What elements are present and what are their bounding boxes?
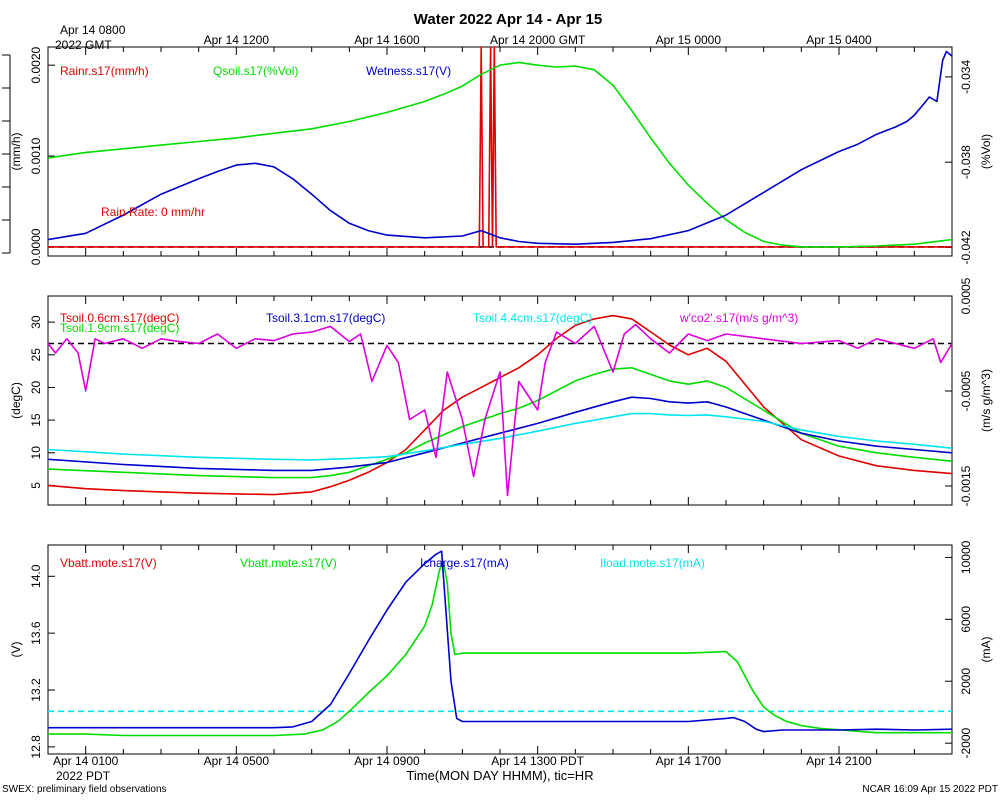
series-line-Tsoil.1.9cm.s17 bbox=[47, 366, 953, 479]
top-tick-label: Apr 14 1600 bbox=[354, 33, 420, 47]
top-tick-label: Apr 14 0800 bbox=[60, 23, 126, 37]
right-tick-label: 2000 bbox=[959, 668, 973, 695]
legend-entry: Tsoil.4.4cm.s17(degC) bbox=[473, 311, 592, 325]
footer-timestamp: NCAR 16:09 Apr 15 2022 PDT bbox=[862, 784, 998, 795]
legend-entry: w'co2'.s17(m/s g/m^3) bbox=[679, 311, 798, 325]
footer-left-note: SWEX: preliminary field observations bbox=[2, 784, 167, 795]
left-tick-label: 0.0020 bbox=[29, 46, 43, 83]
panel-battery-charge-panel: 12.8 13.2 13.6 14.0 (V) -2000 2000 6000 10000 (mA… bbox=[9, 540, 993, 758]
left-tick-label: 0.0000 bbox=[29, 228, 43, 265]
top-gmt-axis: Apr 14 0800 Apr 14 1200 Apr 14 1600 Apr 14 … bbox=[55, 23, 872, 52]
right-tick-label: -0.038 bbox=[959, 145, 973, 179]
series-line-Vbatt.mote.s17 bbox=[48, 561, 952, 737]
bottom-tick-label: Apr 14 0500 bbox=[204, 754, 270, 768]
left-tick-label: 14.0 bbox=[29, 564, 43, 588]
legend-entry: Rainr.s17(mm/h) bbox=[60, 64, 149, 78]
bottom-tick-label: Apr 14 1700 bbox=[656, 754, 722, 768]
left-tick-label: 5 bbox=[29, 482, 43, 489]
panel-rain-soil-moisture-panel: 0.0000 0.0010 0.0020 (mm/h) -0.042 -0.038 -0.0… bbox=[9, 46, 993, 265]
bottom-tick-label: Apr 14 0900 bbox=[354, 754, 420, 768]
top-tick-label: Apr 15 0000 bbox=[656, 33, 722, 47]
left-axis-label: (V) bbox=[9, 642, 23, 658]
figure-title: Water 2022 Apr 14 - Apr 15 bbox=[414, 11, 602, 28]
series-line-Icharge.s17 bbox=[48, 550, 953, 733]
right-axis-label: (m/s g/m^3) bbox=[979, 369, 993, 432]
left-tick-label: 20 bbox=[29, 380, 43, 394]
right-tick-label: 0.0005 bbox=[959, 277, 973, 314]
left-tick-label: 13.6 bbox=[29, 621, 43, 645]
top-tick-label: Apr 14 1200 bbox=[204, 33, 270, 47]
right-tick-label: -2000 bbox=[959, 727, 973, 758]
panel-frame bbox=[47, 295, 953, 506]
series-line-w'co2'.s17 bbox=[47, 323, 953, 497]
series-line-Qsoil.s17 bbox=[47, 61, 953, 248]
legend-entry: Wetness.s17(V) bbox=[366, 64, 451, 78]
left-axis-label: (mm/h) bbox=[9, 133, 23, 171]
bottom-year-label: 2022 PDT bbox=[56, 769, 111, 783]
panel-frame bbox=[47, 544, 953, 755]
bottom-tick-label: Apr 14 2100 bbox=[806, 754, 872, 768]
legend-entry: Qsoil.s17(%Vol) bbox=[213, 64, 298, 78]
series-line-Tsoil.0.6cm.s17 bbox=[47, 314, 953, 496]
right-tick-label: -0.034 bbox=[959, 60, 973, 94]
legend-entry: Vbatt.mote.s17(V) bbox=[60, 556, 157, 570]
panel-soil-temperature-flux-panel: 5 10 15 20 25 30 (degC) 0.0005 -0.0005 -0.0015 (m/… bbox=[9, 277, 993, 506]
bottom-pdt-axis: Apr 14 0100 Apr 14 0500 Apr 14 0900 Apr 14 … bbox=[53, 754, 872, 783]
left-tick-label: 30 bbox=[29, 315, 43, 329]
left-tick-label: 10 bbox=[29, 446, 43, 460]
right-tick-label: 10000 bbox=[959, 540, 973, 574]
legend-entry: Tsoil.1.9cm.s17(degC) bbox=[60, 321, 179, 335]
x-axis-label: Time(MON DAY HHMM), tic=HR bbox=[406, 768, 593, 783]
series-line-Tsoil.3.1cm.s17 bbox=[47, 396, 953, 472]
panels: 0.0000 0.0010 0.0020 (mm/h) -0.042 -0.038 -0.0… bbox=[2, 46, 993, 759]
legend-entry: Vbatt.mote.s17(V) bbox=[240, 556, 337, 570]
left-tick-label: 25 bbox=[29, 348, 43, 362]
left-tick-label: 12.8 bbox=[29, 735, 43, 759]
left-tick-label: 0.0010 bbox=[29, 137, 43, 174]
top-year-label: 2022 GMT bbox=[55, 38, 112, 52]
legend-entry: Iload.mote.s17(mA) bbox=[600, 556, 705, 570]
series-line-Tsoil.4.4cm.s17 bbox=[47, 412, 953, 461]
right-tick-label: -0.0005 bbox=[959, 370, 973, 411]
left-tick-label: 15 bbox=[29, 413, 43, 427]
right-tick-label: -0.0015 bbox=[959, 465, 973, 506]
bottom-tick-label: Apr 14 1300 PDT bbox=[491, 754, 584, 768]
right-tick-label: 6000 bbox=[959, 606, 973, 633]
right-axis-label: (%Vol) bbox=[979, 134, 993, 169]
legend-entry: Tsoil.3.1cm.s17(degC) bbox=[266, 311, 385, 325]
legend-entry: Tsoil.0.6cm.s17(degC) bbox=[60, 311, 179, 325]
left-tick-label: 13.2 bbox=[29, 678, 43, 702]
bottom-tick-label: Apr 14 0100 bbox=[53, 754, 119, 768]
left-axis-label: (degC) bbox=[9, 382, 23, 419]
series-line-Wetness.s17 bbox=[47, 50, 953, 245]
right-tick-label: -0.042 bbox=[959, 230, 973, 264]
panel-frame bbox=[47, 46, 953, 257]
rain-rate-annotation: Rain Rate: 0 mm/hr bbox=[101, 205, 205, 219]
top-tick-label: Apr 14 2000 GMT bbox=[490, 33, 586, 47]
top-tick-label: Apr 15 0400 bbox=[806, 33, 872, 47]
series-line-Rainr.s17 bbox=[48, 46, 952, 248]
right-axis-label: (mA) bbox=[979, 637, 993, 663]
legend-entry: Icharge.s17(mA) bbox=[420, 556, 509, 570]
